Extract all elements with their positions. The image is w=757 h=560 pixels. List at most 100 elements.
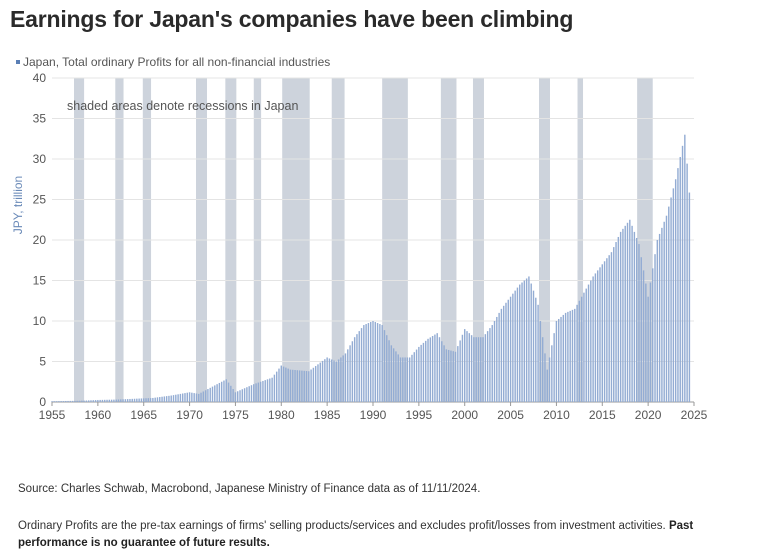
x-tick-label: 1990	[360, 408, 387, 420]
profit-bar	[230, 385, 232, 402]
profit-bar	[629, 219, 631, 402]
profit-bar	[583, 292, 585, 402]
profit-bar	[356, 334, 358, 402]
profit-bar	[294, 370, 296, 402]
profit-bar	[62, 401, 65, 402]
profit-bar	[392, 348, 395, 402]
profit-bar	[466, 331, 468, 402]
profit-bar	[301, 370, 303, 402]
profit-bar	[645, 283, 647, 402]
profit-bar	[413, 352, 415, 402]
profit-bar	[342, 355, 344, 402]
x-tick-label: 1995	[406, 408, 433, 420]
profit-bar	[71, 400, 74, 402]
x-tick-label: 2020	[635, 408, 662, 420]
profit-bar	[585, 288, 587, 402]
profit-bar	[60, 401, 62, 402]
profit-bar	[264, 380, 266, 402]
profit-bar	[475, 337, 477, 402]
profit-bar	[69, 400, 72, 402]
profit-bar	[193, 393, 195, 402]
profit-bar	[248, 386, 250, 402]
profit-bar	[668, 206, 670, 402]
profit-bar	[613, 247, 615, 402]
profit-bar	[580, 296, 583, 402]
profit-bar	[470, 335, 473, 402]
x-tick-label: 1960	[85, 408, 112, 420]
y-tick-label: 30	[33, 152, 47, 166]
profit-bar	[367, 323, 370, 402]
profit-bar	[117, 399, 120, 402]
x-tick-label: 2025	[681, 408, 708, 420]
profit-bar	[509, 296, 512, 402]
profit-bar	[443, 345, 445, 402]
profit-bar	[381, 325, 383, 402]
profit-bar	[665, 215, 668, 402]
profit-bar	[647, 296, 649, 402]
profit-bar	[425, 340, 427, 402]
profit-bar	[516, 287, 519, 402]
profit-bar	[617, 236, 620, 402]
profit-bar	[519, 284, 521, 402]
profit-bar	[686, 163, 688, 402]
profit-bar	[525, 278, 528, 402]
profit-bar	[459, 340, 461, 402]
legend-swatch	[16, 60, 20, 64]
profit-bar	[289, 369, 292, 402]
profit-bar	[661, 227, 663, 402]
profit-bar	[679, 156, 681, 402]
profit-bar	[369, 322, 372, 402]
profit-bar	[422, 342, 425, 402]
profit-bar	[610, 252, 613, 402]
profit-bar	[85, 400, 88, 402]
profit-bar	[159, 397, 161, 402]
profit-bar	[654, 254, 656, 402]
profit-bar	[670, 197, 672, 402]
profit-bar	[232, 389, 234, 402]
profit-bar	[241, 389, 244, 402]
profit-bar	[133, 398, 136, 402]
profit-bar	[227, 382, 230, 402]
profit-bar	[280, 365, 282, 402]
profit-bar	[156, 397, 159, 402]
profit-bar	[149, 398, 152, 402]
profit-bar	[615, 242, 617, 402]
profit-bar	[175, 394, 177, 402]
profit-bar	[571, 309, 574, 402]
profit-bar	[592, 276, 594, 402]
profit-bar	[287, 368, 289, 402]
profit-bar	[344, 353, 347, 402]
profit-bar	[574, 308, 576, 402]
profit-bar	[468, 333, 471, 402]
profit-bar	[259, 381, 262, 402]
profit-bar	[363, 325, 365, 402]
profit-bar	[555, 321, 558, 402]
profit-bar	[652, 268, 654, 402]
profit-bar	[110, 399, 113, 402]
profit-bar	[473, 337, 475, 402]
profit-bar	[603, 261, 606, 402]
profit-bar	[188, 392, 191, 402]
profit-bar	[663, 221, 665, 402]
profit-bar	[257, 382, 260, 402]
profit-bar	[631, 225, 633, 402]
profit-bar	[684, 134, 686, 402]
profit-bar	[170, 395, 172, 402]
profit-bar	[353, 337, 356, 402]
profit-bar	[535, 297, 537, 402]
profit-bar	[326, 357, 328, 402]
y-tick-label: 40	[33, 71, 47, 85]
profit-bar	[76, 400, 78, 402]
profit-bar	[179, 393, 182, 402]
profit-bar	[477, 337, 480, 402]
profit-bar	[548, 357, 551, 402]
profit-bar	[351, 341, 354, 402]
profit-bar	[181, 393, 184, 402]
profit-bar	[152, 397, 154, 402]
profit-bar	[317, 364, 319, 402]
profit-bar	[337, 359, 340, 402]
profit-bar	[124, 399, 127, 402]
profit-bar	[168, 395, 170, 402]
profit-bar	[562, 314, 565, 402]
profit-bar	[191, 392, 193, 402]
